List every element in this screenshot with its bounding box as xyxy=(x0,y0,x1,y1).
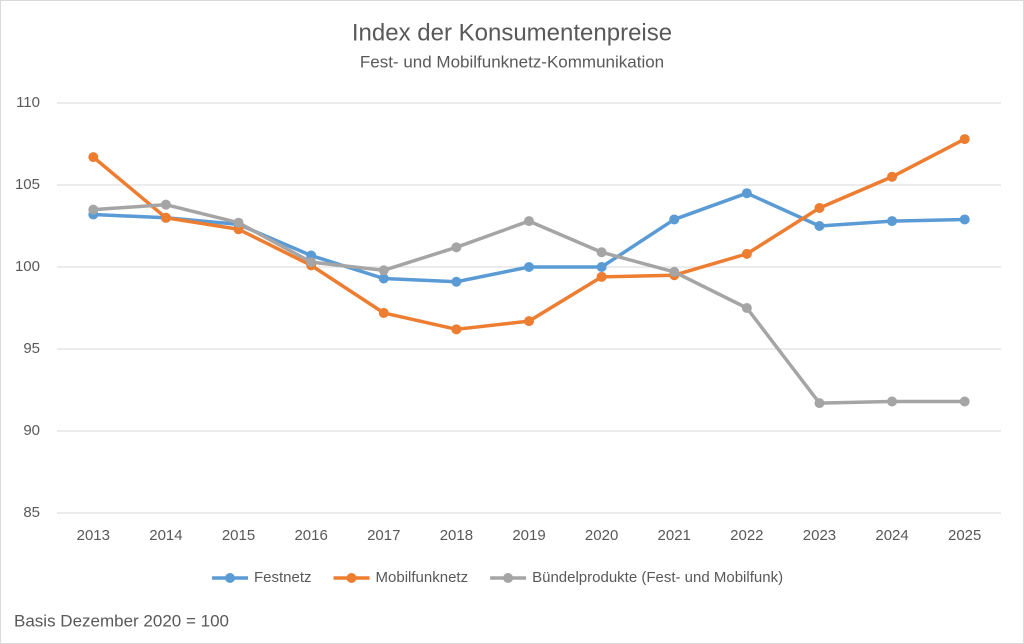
legend-marker xyxy=(346,573,357,583)
x-tick-label: 2020 xyxy=(585,527,618,544)
annotation: Basis Dezember 2020 = 100 xyxy=(14,611,229,630)
marker xyxy=(669,214,680,225)
marker xyxy=(814,398,825,409)
marker xyxy=(596,271,607,282)
x-tick-label: 2024 xyxy=(875,527,908,544)
x-tick-label: 2025 xyxy=(948,527,981,544)
marker xyxy=(160,212,171,223)
x-tick-label: 2021 xyxy=(658,527,691,544)
marker xyxy=(88,152,99,163)
marker xyxy=(596,247,607,258)
marker xyxy=(741,248,752,259)
x-tick-label: 2013 xyxy=(77,527,110,544)
marker xyxy=(524,316,534,327)
y-tick-label: 110 xyxy=(16,94,40,111)
marker xyxy=(814,202,825,213)
legend-marker xyxy=(503,573,514,583)
marker xyxy=(451,276,462,287)
x-tick-label: 2019 xyxy=(512,527,545,544)
y-tick-label: 85 xyxy=(23,504,40,521)
chart-title: Index der Konsumentenpreise xyxy=(352,19,672,46)
legend-label: Festnetz xyxy=(254,569,312,586)
marker xyxy=(887,216,898,227)
marker xyxy=(887,396,898,407)
marker xyxy=(378,265,389,276)
marker xyxy=(160,199,171,210)
marker xyxy=(524,216,534,227)
x-tick-label: 2014 xyxy=(149,527,182,544)
legend-marker xyxy=(225,573,235,583)
y-tick-label: 90 xyxy=(23,422,40,439)
y-tick-label: 100 xyxy=(15,258,40,275)
marker xyxy=(451,242,462,253)
x-tick-label: 2023 xyxy=(803,527,836,544)
marker xyxy=(233,217,244,228)
marker xyxy=(887,171,898,182)
y-tick-label: 95 xyxy=(23,340,40,357)
marker xyxy=(814,221,825,231)
x-tick-label: 2015 xyxy=(222,527,255,544)
marker xyxy=(596,262,607,272)
x-tick-label: 2022 xyxy=(730,527,763,544)
marker xyxy=(306,257,317,268)
marker xyxy=(959,214,970,225)
x-tick-label: 2016 xyxy=(294,527,327,544)
x-tick-label: 2018 xyxy=(440,527,473,544)
legend-label: Mobilfunknetz xyxy=(376,569,469,586)
marker xyxy=(741,188,752,199)
marker xyxy=(669,266,680,277)
marker xyxy=(959,134,970,145)
y-tick-label: 105 xyxy=(15,176,40,193)
marker xyxy=(451,324,462,335)
legend-label: Bündelprodukte (Fest- und Mobilfunk) xyxy=(532,569,783,586)
marker xyxy=(741,303,752,313)
marker xyxy=(378,307,389,318)
chart-subtitle: Fest- und Mobilfunknetz-Kommunikation xyxy=(360,52,664,71)
x-tick-label: 2017 xyxy=(367,527,400,544)
marker xyxy=(88,204,99,215)
marker xyxy=(959,396,970,407)
marker xyxy=(378,273,389,284)
marker xyxy=(524,262,534,272)
